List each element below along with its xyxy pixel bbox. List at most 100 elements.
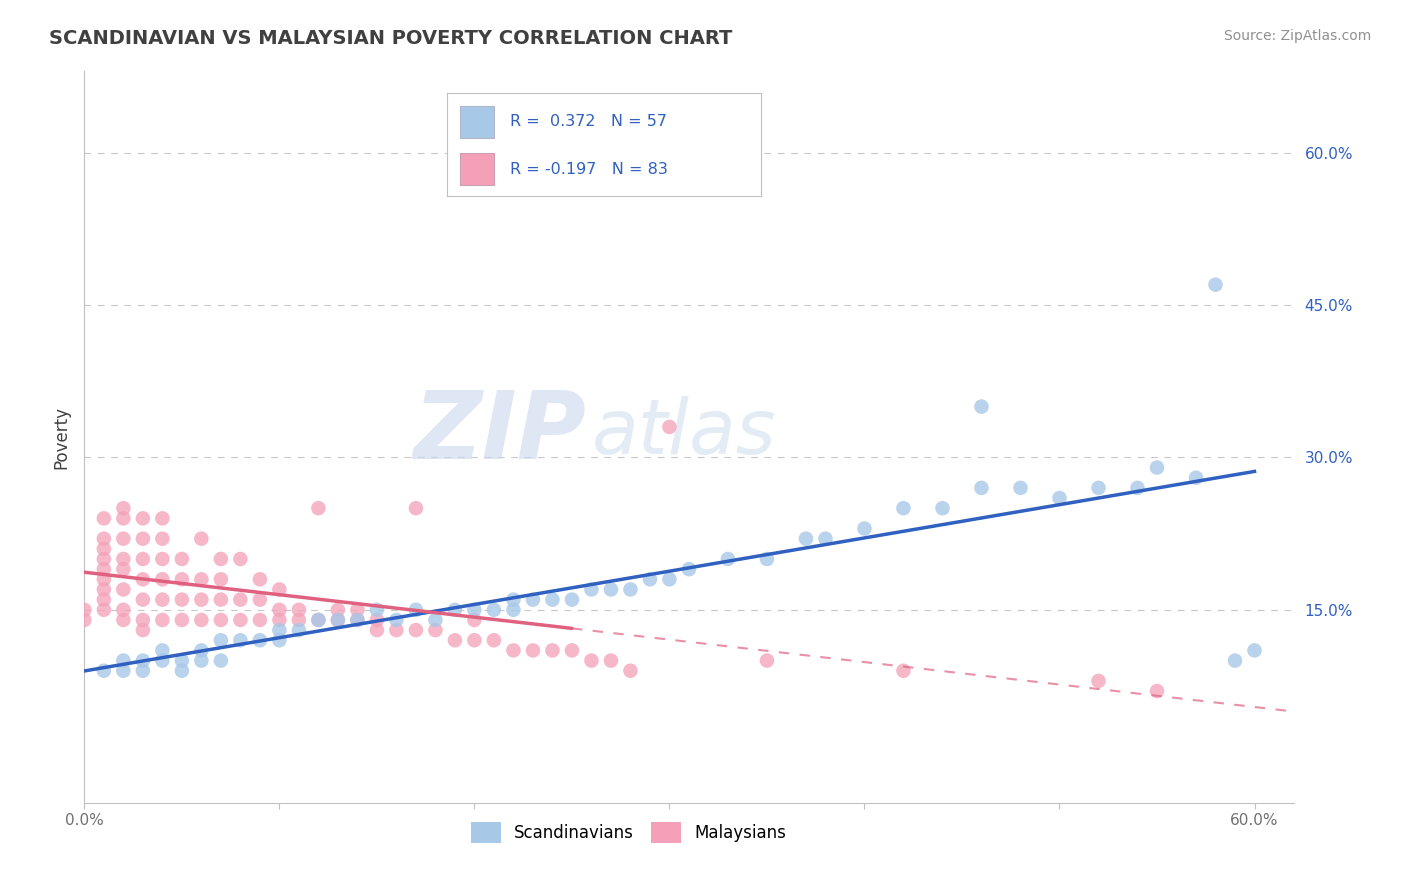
Point (638, 572, 661, 586)
Point (93, 532, 115, 546)
Point (190, 532, 212, 546)
Point (346, 603, 368, 617)
Point (619, 582, 641, 597)
Point (209, 633, 232, 648)
Point (249, 592, 271, 607)
Point (1146, 460, 1168, 475)
Point (112, 654, 135, 668)
Point (150, 613, 173, 627)
Point (132, 552, 155, 566)
Point (132, 664, 155, 678)
Point (755, 552, 778, 566)
Point (269, 603, 291, 617)
Point (288, 623, 311, 637)
Point (853, 521, 876, 535)
Point (794, 532, 817, 546)
Point (755, 654, 778, 668)
Point (93, 552, 115, 566)
Point (170, 664, 193, 678)
Point (1223, 654, 1246, 668)
Point (1049, 491, 1071, 505)
Point (150, 643, 173, 657)
Point (482, 633, 505, 648)
Point (1146, 684, 1168, 698)
Point (288, 613, 311, 627)
Point (93, 562, 115, 576)
Point (73, 603, 96, 617)
Point (150, 592, 173, 607)
Point (209, 572, 232, 586)
Point (93, 572, 115, 586)
Point (190, 572, 212, 586)
Point (190, 654, 212, 668)
Point (249, 613, 271, 627)
Point (581, 654, 603, 668)
Point (366, 623, 388, 637)
Text: ZIP: ZIP (413, 387, 586, 479)
Point (269, 633, 291, 648)
Point (522, 643, 544, 657)
Point (326, 613, 349, 627)
Point (170, 572, 193, 586)
Point (150, 532, 173, 546)
Point (112, 613, 135, 627)
Point (170, 592, 193, 607)
Point (893, 501, 915, 516)
Point (405, 603, 427, 617)
Point (482, 603, 505, 617)
Point (229, 592, 252, 607)
Point (970, 400, 993, 414)
Text: Source: ZipAtlas.com: Source: ZipAtlas.com (1223, 29, 1371, 43)
Point (425, 623, 447, 637)
Point (444, 633, 467, 648)
Point (405, 501, 427, 516)
Point (93, 603, 115, 617)
Point (561, 592, 583, 607)
Point (463, 613, 485, 627)
Point (150, 654, 173, 668)
Point (522, 592, 544, 607)
Point (112, 552, 135, 566)
Point (1126, 481, 1149, 495)
Point (619, 664, 641, 678)
Point (209, 592, 232, 607)
Point (209, 654, 232, 668)
Point (229, 633, 252, 648)
Point (600, 654, 623, 668)
Point (541, 592, 564, 607)
Point (132, 511, 155, 525)
Point (132, 654, 155, 668)
Point (307, 501, 329, 516)
Point (1087, 481, 1109, 495)
Point (112, 582, 135, 597)
Point (541, 643, 564, 657)
Point (112, 511, 135, 525)
Point (170, 552, 193, 566)
Point (93, 664, 115, 678)
Point (93, 511, 115, 525)
Y-axis label: Poverty: Poverty (52, 406, 70, 468)
Point (307, 613, 329, 627)
Point (366, 603, 388, 617)
Point (170, 613, 193, 627)
Point (132, 572, 155, 586)
Point (658, 572, 681, 586)
Point (93, 541, 115, 556)
Point (1087, 673, 1109, 688)
Point (112, 501, 135, 516)
Point (931, 501, 953, 516)
Point (112, 562, 135, 576)
Point (405, 623, 427, 637)
Point (561, 643, 583, 657)
Point (346, 613, 368, 627)
Point (678, 562, 700, 576)
Point (893, 664, 915, 678)
Text: atlas: atlas (592, 396, 776, 470)
Point (132, 592, 155, 607)
Point (112, 532, 135, 546)
Point (600, 582, 623, 597)
Point (463, 603, 485, 617)
Point (73, 613, 96, 627)
Point (93, 582, 115, 597)
Point (112, 664, 135, 678)
